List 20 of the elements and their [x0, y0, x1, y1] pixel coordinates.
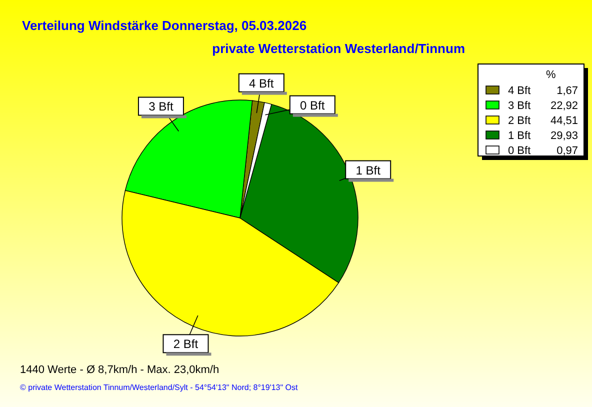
slice-label: 1 Bft	[356, 163, 382, 178]
legend-label: 1 Bft	[508, 130, 531, 142]
data-label: 22,92	[550, 100, 578, 112]
data-label: 1,67	[556, 85, 578, 97]
legend-title: %	[546, 69, 556, 81]
slice-label: 3 Bft	[148, 100, 174, 114]
chart-subtitle: private Wetterstation Westerland/Tinnum	[212, 41, 465, 56]
data-label: 44,51	[550, 115, 578, 127]
data-label: 0,97	[556, 145, 578, 157]
slice-label: 2 Bft	[173, 337, 199, 352]
legend-label: 3 Bft	[508, 100, 531, 112]
slice-label: 4 Bft	[249, 76, 274, 90]
legend-label: 0 Bft	[508, 145, 531, 157]
legend-label: 2 Bft	[508, 115, 531, 127]
data-label: 29,93	[550, 130, 578, 142]
slice-label: 0 Bft	[300, 98, 326, 112]
text: 1440 Werte - Ø 8,7km/h - Max. 23,0km/h	[20, 364, 220, 376]
legend-label: 4 Bft	[508, 85, 531, 97]
chart-title: Verteilung Windstärke Donnerstag, 05.03.2026	[22, 18, 307, 33]
text: © private Wetterstation Tinnum/Westerland/Sylt - 54°54'13" Nord; 8°19'13" Ost	[20, 383, 299, 392]
